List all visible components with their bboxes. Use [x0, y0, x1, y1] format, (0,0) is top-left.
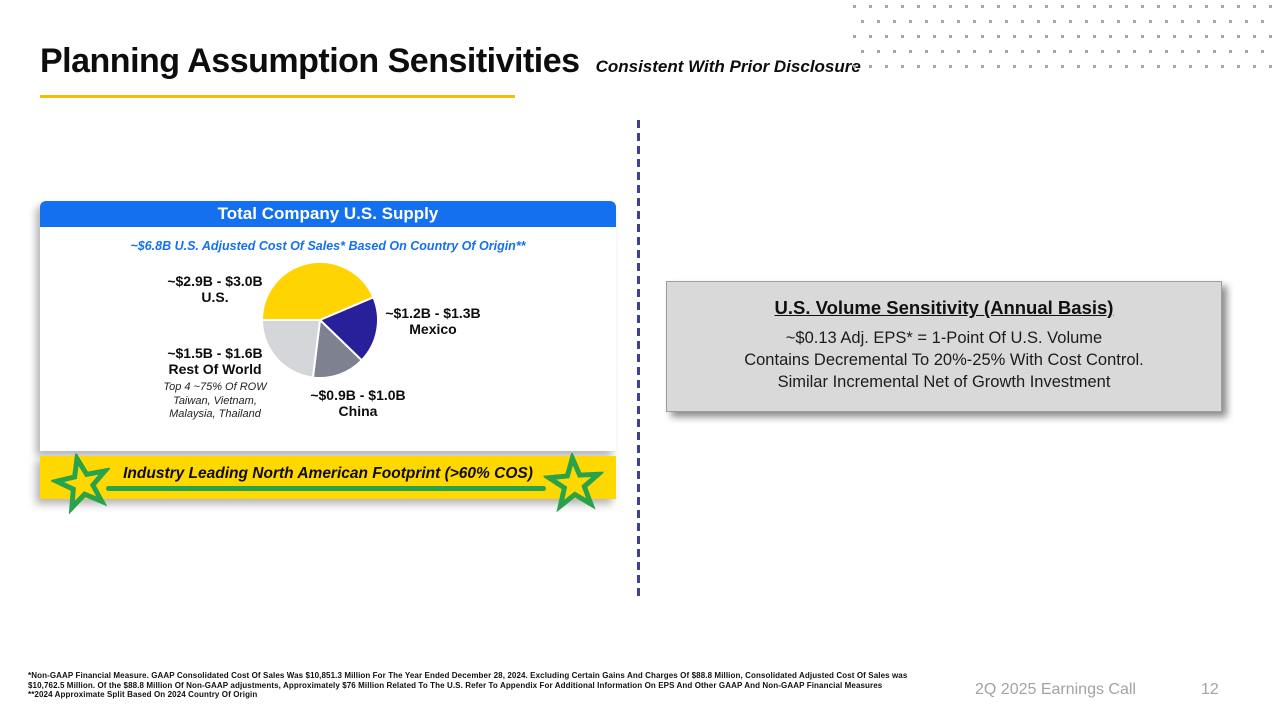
pie-label-us-value: ~$2.9B - $3.0B [167, 273, 263, 289]
sensitivity-box: U.S. Volume Sensitivity (Annual Basis) ~… [666, 281, 1222, 412]
pie-label-row-value: ~$1.5B - $1.6B [167, 345, 263, 361]
dot-grid-pattern [853, 2, 1275, 74]
pie-label-mexico-value: ~$1.2B - $1.3B [385, 305, 481, 321]
pie-label-us-name: U.S. [201, 289, 229, 305]
page-subtitle: Consistent With Prior Disclosure [595, 57, 861, 76]
sensitivity-title: U.S. Volume Sensitivity (Annual Basis) [774, 297, 1114, 318]
pie-label-mexico: ~$1.2B - $1.3B Mexico [348, 305, 518, 337]
pie-chart [261, 261, 379, 379]
footer-credit: 2Q 2025 Earnings Call [975, 681, 1136, 698]
banner-underline [106, 486, 546, 491]
section-divider [637, 120, 640, 597]
footprint-banner: Industry Leading North American Footprin… [40, 450, 616, 515]
rest-of-world-note: Top 4 ~75% Of ROW Taiwan, Vietnam, Malay… [163, 381, 267, 420]
supply-card-subtitle: ~$6.8B U.S. Adjusted Cost Of Sales* Base… [130, 239, 526, 253]
star-icon [542, 450, 606, 513]
banner-text: Industry Leading North American Footprin… [123, 465, 533, 482]
sensitivity-line: Similar Incremental Net of Growth Invest… [777, 373, 1111, 391]
pie-label-china-name: China [338, 403, 378, 419]
footnote-line: *Non-GAAP Financial Measure. GAAP Consol… [28, 671, 908, 680]
footnote-line: $10,762.5 Million. Of the $88.8 Million … [28, 680, 883, 690]
slide-header: Planning Assumption Sensitivities Consis… [40, 42, 861, 81]
pie-label-mexico-name: Mexico [409, 321, 457, 337]
page-number: 12 [1201, 681, 1219, 698]
pie-slice-china [311, 319, 363, 379]
star-icon [49, 451, 112, 515]
footnote-line: **2024 Approximate Split Based On 2024 C… [28, 690, 258, 700]
pie-label-us: ~$2.9B - $3.0B U.S. [130, 273, 300, 305]
sensitivity-line: Contains Decremental To 20%-25% With Cos… [744, 351, 1144, 369]
title-underline [40, 95, 515, 98]
pie-label-china-value: ~$0.9B - $1.0B [310, 387, 406, 403]
page-title: Planning Assumption Sensitivities [40, 42, 580, 80]
footnote-block: *Non-GAAP Financial Measure. GAAP Consol… [28, 671, 963, 700]
pie-label-rest-of-world: ~$1.5B - $1.6B Rest Of World [130, 345, 300, 377]
pie-slice-mexico [319, 296, 379, 362]
pie-slice-us [261, 261, 375, 321]
pie-label-row-name: Rest Of World [168, 361, 262, 377]
supply-card: Total Company U.S. Supply ~$6.8B U.S. Ad… [40, 201, 616, 451]
sensitivity-line: ~$0.13 Adj. EPS* = 1-Point Of U.S. Volum… [785, 329, 1103, 347]
supply-card-header: Total Company U.S. Supply [40, 201, 616, 227]
pie-label-china: ~$0.9B - $1.0B China [273, 387, 443, 419]
pie-slice-rest-of-world [261, 319, 321, 379]
